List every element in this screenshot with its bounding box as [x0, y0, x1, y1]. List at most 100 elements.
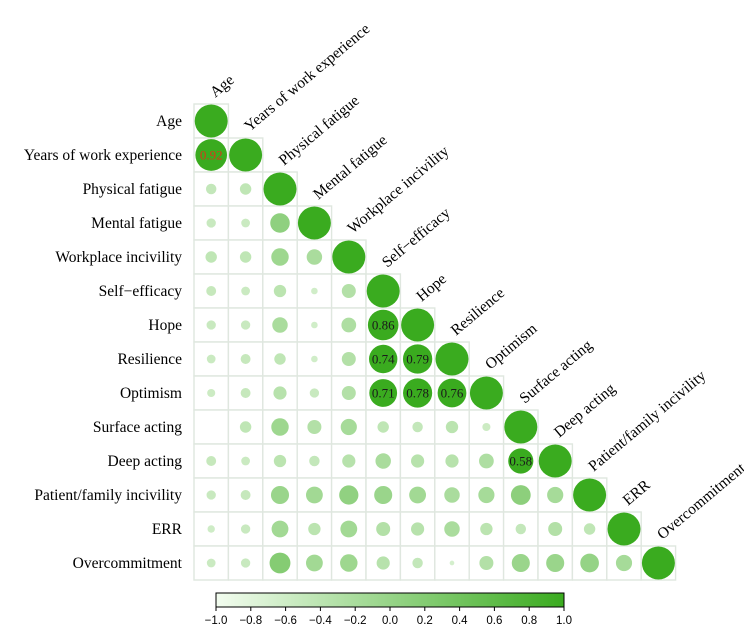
circle-age-age — [194, 104, 228, 138]
circle-optimism-workplace-incivility — [341, 385, 356, 401]
circle-self-efficacy-age — [206, 286, 217, 296]
circle-resilience-resilience — [435, 342, 469, 376]
circle-deep-acting-surface-acting — [508, 448, 534, 474]
column-label-hope: Hope — [413, 270, 450, 305]
circle-patient-family-incivility-optimism — [478, 486, 495, 504]
circle-deep-acting-hope — [411, 454, 425, 468]
circle-physical-fatigue-physical-fatigue — [263, 172, 297, 206]
circle-self-efficacy-physical-fatigue — [273, 284, 287, 298]
circle-optimism-resilience — [437, 378, 467, 408]
column-label-deep-acting: Deep acting — [551, 380, 619, 441]
circle-err-resilience — [444, 521, 460, 537]
circle-err-self-efficacy — [376, 521, 391, 537]
circle-err-age — [207, 525, 215, 533]
colorbar-tick-label: 0.4 — [452, 615, 469, 627]
circle-overcommitment-mental-fatigue — [305, 554, 323, 572]
circle-resilience-physical-fatigue — [274, 353, 286, 365]
row-label-overcommitment: Overcommitment — [73, 555, 183, 572]
circle-hope-hope — [401, 308, 435, 342]
circle-self-efficacy-years-of-work-experience — [241, 286, 250, 296]
row-labels: Age Years of work experience Physical fati… — [24, 113, 183, 572]
circle-surface-acting-mental-fatigue — [307, 419, 322, 435]
circle-overcommitment-optimism — [479, 555, 494, 571]
circle-workplace-incivility-mental-fatigue — [306, 249, 323, 265]
circle-overcommitment-years-of-work-experience — [240, 558, 251, 568]
circle-surface-acting-hope — [412, 421, 423, 433]
circle-err-workplace-incivility — [340, 520, 358, 538]
circle-surface-acting-self-efficacy — [377, 421, 389, 433]
circle-overcommitment-overcommitment — [641, 546, 675, 580]
row-label-deep-acting: Deep acting — [108, 453, 183, 470]
circle-overcommitment-err — [615, 554, 633, 572]
column-label-age: Age — [207, 71, 238, 101]
circle-optimism-mental-fatigue — [309, 388, 320, 398]
circle-surface-acting-optimism — [482, 422, 491, 432]
circle-surface-acting-surface-acting — [504, 410, 538, 444]
colorbar-tick-label: 0.8 — [521, 615, 537, 627]
circle-err-err — [607, 512, 641, 546]
value-label-optimism-resilience: 0.76 — [441, 386, 464, 401]
circle-err-hope — [411, 522, 425, 536]
colorbar-tick-label: −1.0 — [205, 615, 228, 627]
circle-overcommitment-patient-family-incivility — [580, 553, 599, 573]
colorbar-tick-label: −0.6 — [274, 615, 297, 627]
value-label-years-of-work-experience-age: 0.92 — [200, 148, 223, 163]
circle-resilience-hope — [402, 344, 433, 374]
circle-deep-acting-self-efficacy — [375, 453, 391, 469]
colorbar: −1.0 −0.8 −0.6 −0.4 −0.2 0.0 0.2 0.4 0.6 0.8 1.0 — [205, 592, 572, 627]
circle-err-patient-family-incivility — [583, 523, 596, 535]
cell-mental-fatigue-years-of-work-experience — [227, 205, 264, 241]
circle-resilience-age — [206, 354, 216, 364]
circle-err-deep-acting — [548, 521, 563, 537]
circle-deep-acting-deep-acting — [538, 444, 572, 478]
circle-patient-family-incivility-resilience — [444, 487, 460, 503]
column-label-err: ERR — [620, 476, 655, 509]
circle-err-years-of-work-experience — [240, 524, 251, 534]
circle-patient-family-incivility-surface-acting — [510, 485, 531, 505]
circle-deep-acting-resilience — [445, 454, 459, 468]
row-label-mental-fatigue: Mental fatigue — [91, 215, 182, 232]
circle-mental-fatigue-age — [206, 218, 216, 228]
row-label-err: ERR — [152, 521, 183, 538]
cell-hope-age — [193, 307, 230, 343]
circle-overcommitment-age — [206, 558, 216, 568]
circle-hope-physical-fatigue — [272, 317, 288, 333]
row-label-hope: Hope — [148, 317, 182, 334]
circle-err-optimism — [480, 522, 493, 536]
circle-err-mental-fatigue — [308, 522, 321, 536]
circle-hope-self-efficacy — [367, 309, 399, 341]
circle-mental-fatigue-years-of-work-experience — [241, 218, 250, 228]
circle-overcommitment-resilience — [449, 560, 455, 566]
row-label-workplace-incivility: Workplace incivility — [55, 249, 182, 266]
value-label-resilience-hope: 0.79 — [406, 352, 429, 367]
circle-years-of-work-experience-age — [195, 139, 228, 171]
cell-workplace-incivility-mental-fatigue — [296, 239, 333, 275]
value-label-resilience-self-efficacy: 0.74 — [372, 352, 395, 367]
column-label-optimism: Optimism — [482, 320, 540, 373]
circle-mental-fatigue-physical-fatigue — [270, 213, 290, 233]
value-labels: 0.92 0.86 0.74 0.79 0.71 0.78 0.76 0.58 — [200, 148, 532, 469]
circle-overcommitment-self-efficacy — [376, 556, 390, 570]
column-label-self-efficacy: Self−efficacy — [379, 204, 454, 271]
circle-err-surface-acting — [515, 523, 527, 535]
circle-overcommitment-deep-acting — [546, 553, 565, 573]
circle-deep-acting-workplace-incivility — [342, 454, 356, 468]
circle-optimism-hope — [403, 378, 433, 408]
colorbar-tick-label: −0.4 — [309, 615, 332, 627]
value-label-deep-acting-surface-acting: 0.58 — [509, 454, 532, 469]
circle-surface-acting-physical-fatigue — [271, 418, 289, 436]
circle-years-of-work-experience-years-of-work-experience — [229, 138, 263, 172]
circle-workplace-incivility-workplace-incivility — [332, 240, 366, 274]
circle-mental-fatigue-mental-fatigue — [297, 206, 331, 240]
circle-workplace-incivility-physical-fatigue — [271, 248, 289, 266]
circle-optimism-age — [207, 388, 216, 398]
row-label-age: Age — [156, 113, 182, 130]
circle-optimism-optimism — [469, 376, 503, 410]
colorbar-tick-label: −0.8 — [239, 615, 262, 627]
circle-surface-acting-workplace-incivility — [340, 418, 357, 436]
circle-resilience-years-of-work-experience — [240, 354, 251, 364]
circle-err-physical-fatigue — [271, 520, 289, 538]
circle-overcommitment-surface-acting — [511, 553, 530, 573]
circle-overcommitment-hope — [412, 557, 423, 569]
